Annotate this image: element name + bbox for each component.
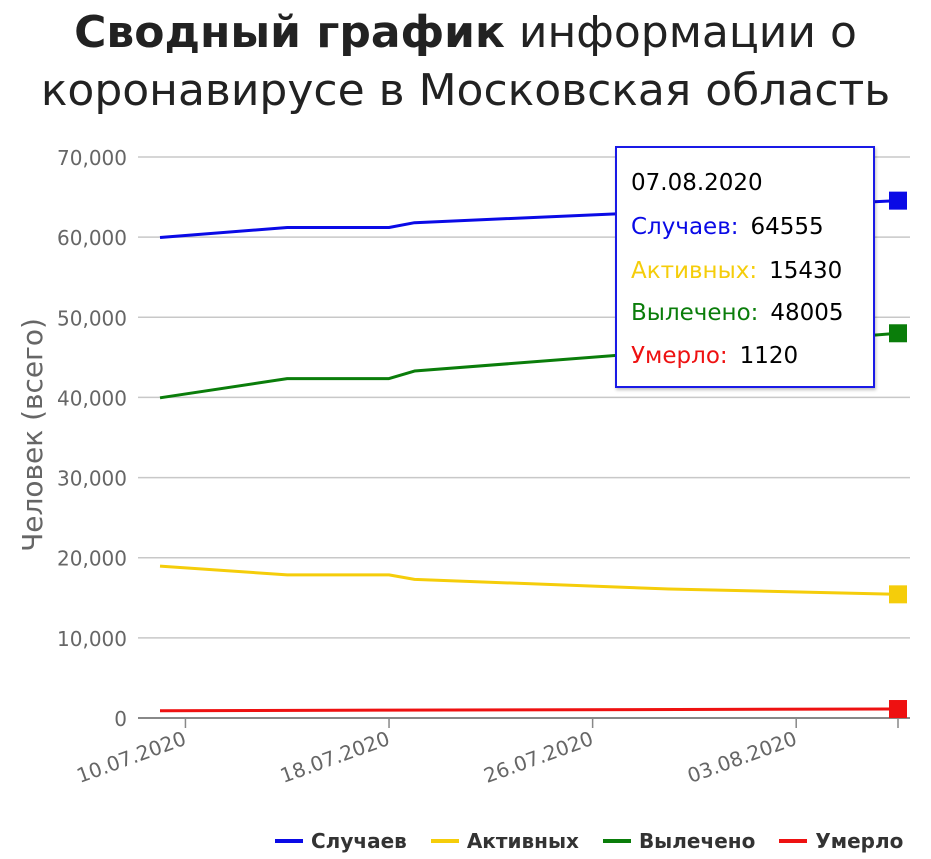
legend-swatch-recovered (602, 839, 631, 843)
y-tick-label: 30,000 (57, 467, 127, 491)
legend-item-recovered[interactable]: Вылечено (602, 829, 756, 853)
x-tick-label: 18.07.2020 (277, 726, 393, 788)
chart-title: Сводный график информации о коронавирусе… (0, 4, 931, 120)
y-tick-label: 10,000 (57, 627, 127, 651)
series-marker-1 (889, 585, 907, 604)
legend: Случаев Активных Вылечено Умерло (275, 826, 903, 856)
chart-title-rest: информации о коронавирусе в Московская о… (40, 7, 891, 116)
gridlines (138, 156, 910, 719)
y-tick-label: 70,000 (57, 146, 127, 170)
tooltip-value-recovered: 48005 (770, 300, 844, 326)
legend-swatch-active (430, 839, 459, 843)
legend-item-cases[interactable]: Случаев (275, 829, 407, 853)
tooltip-label-deaths: Умерло: (631, 343, 728, 369)
tooltip-label-recovered: Вылечено: (631, 300, 759, 326)
legend-item-deaths[interactable]: Умерло (779, 829, 903, 853)
y-tick-label: 50,000 (57, 306, 127, 330)
tooltip-row-cases: Случаев: 64555 (631, 214, 824, 240)
legend-swatch-deaths (779, 839, 808, 843)
tooltip-row-recovered: Вылечено: 48005 (631, 300, 844, 326)
x-tick-label: 26.07.2020 (481, 726, 597, 788)
legend-swatch-cases (275, 839, 303, 843)
y-tick-label: 20,000 (57, 547, 127, 571)
tooltip-row-active: Активных: 15430 (631, 258, 842, 284)
y-axis-label: Человек (всего) (16, 318, 49, 552)
x-tick-label: 03.08.2020 (684, 726, 800, 788)
series-marker-0 (889, 191, 907, 210)
legend-label-cases: Случаев (311, 829, 407, 853)
x-axis-ticks: 10.07.2020 18.07.2020 26.07.2020 03.08.2020 (73, 718, 899, 788)
legend-item-active[interactable]: Активных (430, 829, 579, 853)
tooltip-date: 07.08.2020 (631, 170, 763, 196)
series-end-markers (889, 191, 907, 719)
legend-label-deaths: Умерло (815, 829, 904, 853)
series-marker-3 (889, 700, 907, 719)
chart-title-bold: Сводный график (74, 7, 505, 58)
x-tick-label: 10.07.2020 (73, 726, 189, 788)
legend-label-active: Активных (466, 829, 579, 853)
tooltip-row-deaths: Умерло: 1120 (631, 343, 798, 369)
tooltip: 07.08.2020 Случаев: 64555 Активных: 15430 … (615, 146, 875, 388)
tooltip-value-deaths: 1120 (739, 343, 799, 369)
legend-label-recovered: Вылечено (638, 829, 756, 853)
tooltip-label-active: Активных: (631, 258, 758, 284)
series-line-3 (159, 707, 899, 713)
tooltip-label-cases: Случаев: (631, 214, 739, 240)
series-marker-2 (889, 324, 907, 343)
series-line-1 (159, 564, 899, 596)
tooltip-value-active: 15430 (769, 258, 843, 284)
y-axis-ticks: 0 10,000 20,000 30,000 40,000 50,000 60,000 70,… (57, 146, 127, 731)
y-tick-label: 40,000 (57, 386, 127, 410)
y-tick-label: 60,000 (57, 226, 127, 250)
y-tick-label: 0 (114, 707, 127, 731)
tooltip-value-cases: 64555 (750, 214, 824, 240)
